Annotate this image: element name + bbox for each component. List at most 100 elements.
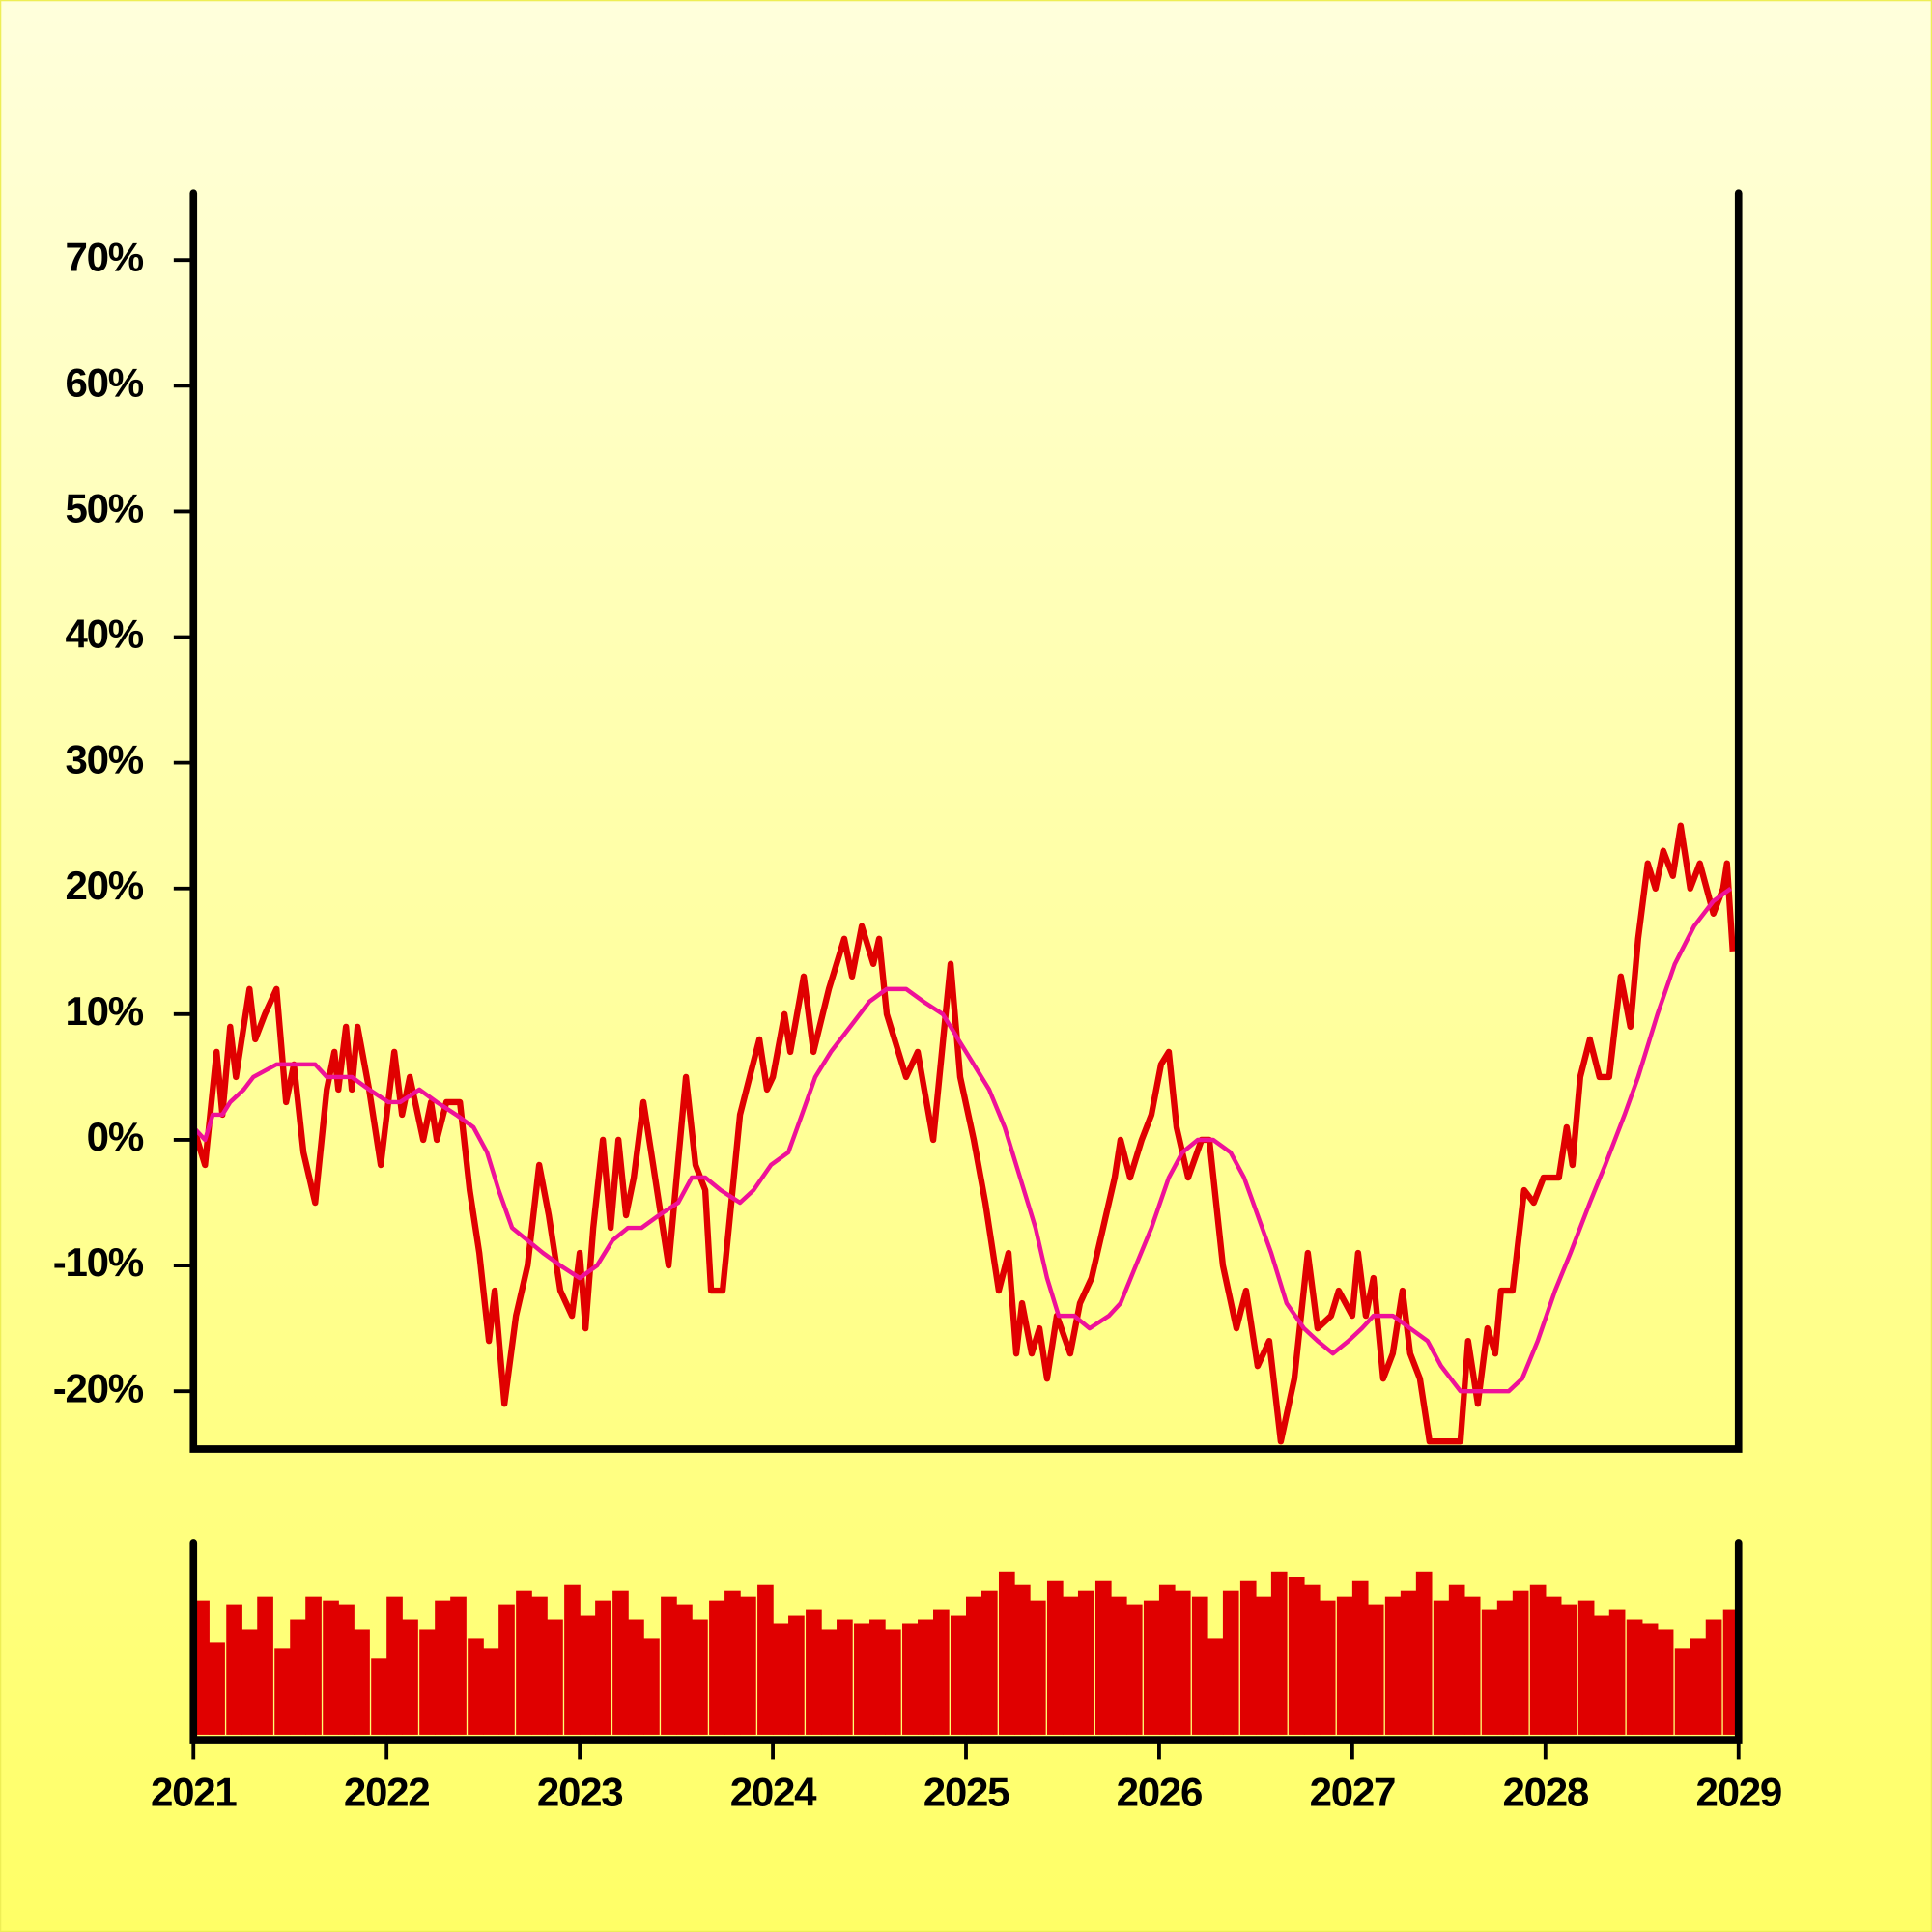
volume-bar bbox=[580, 1615, 596, 1735]
volume-bar bbox=[821, 1629, 838, 1735]
volume-bar bbox=[1463, 1596, 1481, 1735]
volume-bar bbox=[1303, 1584, 1321, 1735]
volume-bar bbox=[386, 1596, 403, 1735]
volume-bar bbox=[1577, 1600, 1595, 1735]
x-tick-label: 2022 bbox=[344, 1770, 430, 1815]
volume-bar bbox=[1255, 1596, 1272, 1735]
x-tick-label: 2029 bbox=[1695, 1770, 1781, 1815]
volume-bar bbox=[547, 1619, 563, 1735]
volume-bar bbox=[951, 1615, 967, 1735]
volume-bar bbox=[1125, 1604, 1143, 1735]
volume-bar bbox=[450, 1596, 467, 1735]
volume-bar bbox=[531, 1596, 548, 1735]
volume-bar bbox=[1705, 1619, 1722, 1735]
y-tick-label: 50% bbox=[66, 486, 144, 531]
volume-bar bbox=[1608, 1609, 1626, 1735]
volume-bar bbox=[498, 1604, 515, 1735]
volume-bar bbox=[1560, 1604, 1577, 1735]
volume-bar bbox=[966, 1596, 982, 1735]
volume-bar bbox=[854, 1623, 870, 1735]
volume-bar bbox=[1545, 1596, 1562, 1735]
volume-bar bbox=[1367, 1604, 1384, 1735]
volume-bar bbox=[1174, 1590, 1191, 1735]
volume-bar bbox=[806, 1609, 822, 1735]
volume-bar bbox=[918, 1619, 934, 1735]
volume-bar bbox=[1239, 1580, 1257, 1735]
volume-bar bbox=[371, 1658, 387, 1735]
volume-bar bbox=[1641, 1623, 1659, 1735]
volume-bar bbox=[837, 1619, 853, 1735]
volume-bar bbox=[757, 1584, 774, 1735]
volume-bar bbox=[709, 1600, 725, 1735]
volume-bar bbox=[468, 1638, 484, 1735]
volume-bar bbox=[902, 1623, 919, 1735]
y-tick-label: 0% bbox=[87, 1114, 144, 1159]
volume-bar bbox=[1222, 1590, 1239, 1735]
volume-bar bbox=[998, 1571, 1015, 1735]
volume-bar bbox=[209, 1642, 225, 1735]
volume-bar bbox=[643, 1638, 660, 1735]
volume-bar bbox=[628, 1619, 644, 1735]
volume-bar bbox=[1158, 1584, 1176, 1735]
volume-bar bbox=[1593, 1615, 1610, 1735]
x-tick-label: 2025 bbox=[923, 1770, 1009, 1815]
y-tick-label: 60% bbox=[66, 359, 144, 405]
volume-bar bbox=[1400, 1590, 1417, 1735]
x-tick-label: 2021 bbox=[151, 1770, 237, 1815]
x-tick-label: 2023 bbox=[537, 1770, 623, 1815]
volume-bar bbox=[419, 1629, 436, 1735]
volume-frame bbox=[189, 1539, 1743, 1744]
volume-bar bbox=[740, 1596, 756, 1735]
volume-bar bbox=[1336, 1596, 1353, 1735]
volume-bar bbox=[1690, 1638, 1707, 1735]
volume-bar bbox=[885, 1629, 901, 1735]
volume-bar bbox=[354, 1629, 370, 1735]
volume-bar bbox=[676, 1604, 693, 1735]
volume-bar bbox=[1351, 1580, 1369, 1735]
volume-bar bbox=[773, 1623, 789, 1735]
volume-bar bbox=[323, 1600, 339, 1735]
x-tick-label: 2026 bbox=[1117, 1770, 1203, 1815]
volume-bar bbox=[1529, 1584, 1547, 1735]
axis-frame bbox=[189, 189, 1743, 1453]
volume-bar bbox=[1481, 1609, 1498, 1735]
volume-bar bbox=[1626, 1619, 1643, 1735]
volume-bar bbox=[1207, 1638, 1224, 1735]
volume-bar bbox=[1496, 1600, 1514, 1735]
line bbox=[191, 886, 1733, 1394]
volume-bar bbox=[193, 1600, 210, 1735]
volume-bar bbox=[724, 1590, 741, 1735]
volume-bar bbox=[305, 1596, 322, 1735]
volume-bar bbox=[1319, 1600, 1336, 1735]
volume-bar bbox=[1433, 1600, 1450, 1735]
volume-bar bbox=[564, 1584, 581, 1735]
volume-bar bbox=[1448, 1584, 1465, 1735]
volume-bar bbox=[516, 1590, 532, 1735]
y-tick-label: 10% bbox=[66, 988, 144, 1034]
volume-bar bbox=[290, 1619, 306, 1735]
volume-bar bbox=[1062, 1596, 1079, 1735]
volume-bar bbox=[1657, 1629, 1674, 1735]
x-tick-label: 2027 bbox=[1310, 1770, 1396, 1815]
volume-bar bbox=[242, 1629, 258, 1735]
y-tick-label: 40% bbox=[66, 611, 144, 657]
volume-bar bbox=[692, 1619, 708, 1735]
volume-bar bbox=[1143, 1600, 1160, 1735]
volume-bar bbox=[1288, 1577, 1305, 1735]
volume-bar bbox=[1094, 1580, 1112, 1735]
y-tick-label: -10% bbox=[53, 1239, 144, 1285]
volume-bar bbox=[338, 1604, 355, 1735]
volume-bar bbox=[869, 1619, 886, 1735]
volume-bar bbox=[980, 1590, 998, 1735]
volume-bar bbox=[661, 1596, 677, 1735]
volume-bar bbox=[1110, 1596, 1127, 1735]
volume-bar bbox=[933, 1609, 950, 1735]
volume-bar bbox=[788, 1615, 805, 1735]
volume-bar bbox=[1270, 1571, 1288, 1735]
volume-bar bbox=[1077, 1590, 1094, 1735]
volume-bar bbox=[226, 1604, 242, 1735]
volume-bar bbox=[1384, 1596, 1402, 1735]
